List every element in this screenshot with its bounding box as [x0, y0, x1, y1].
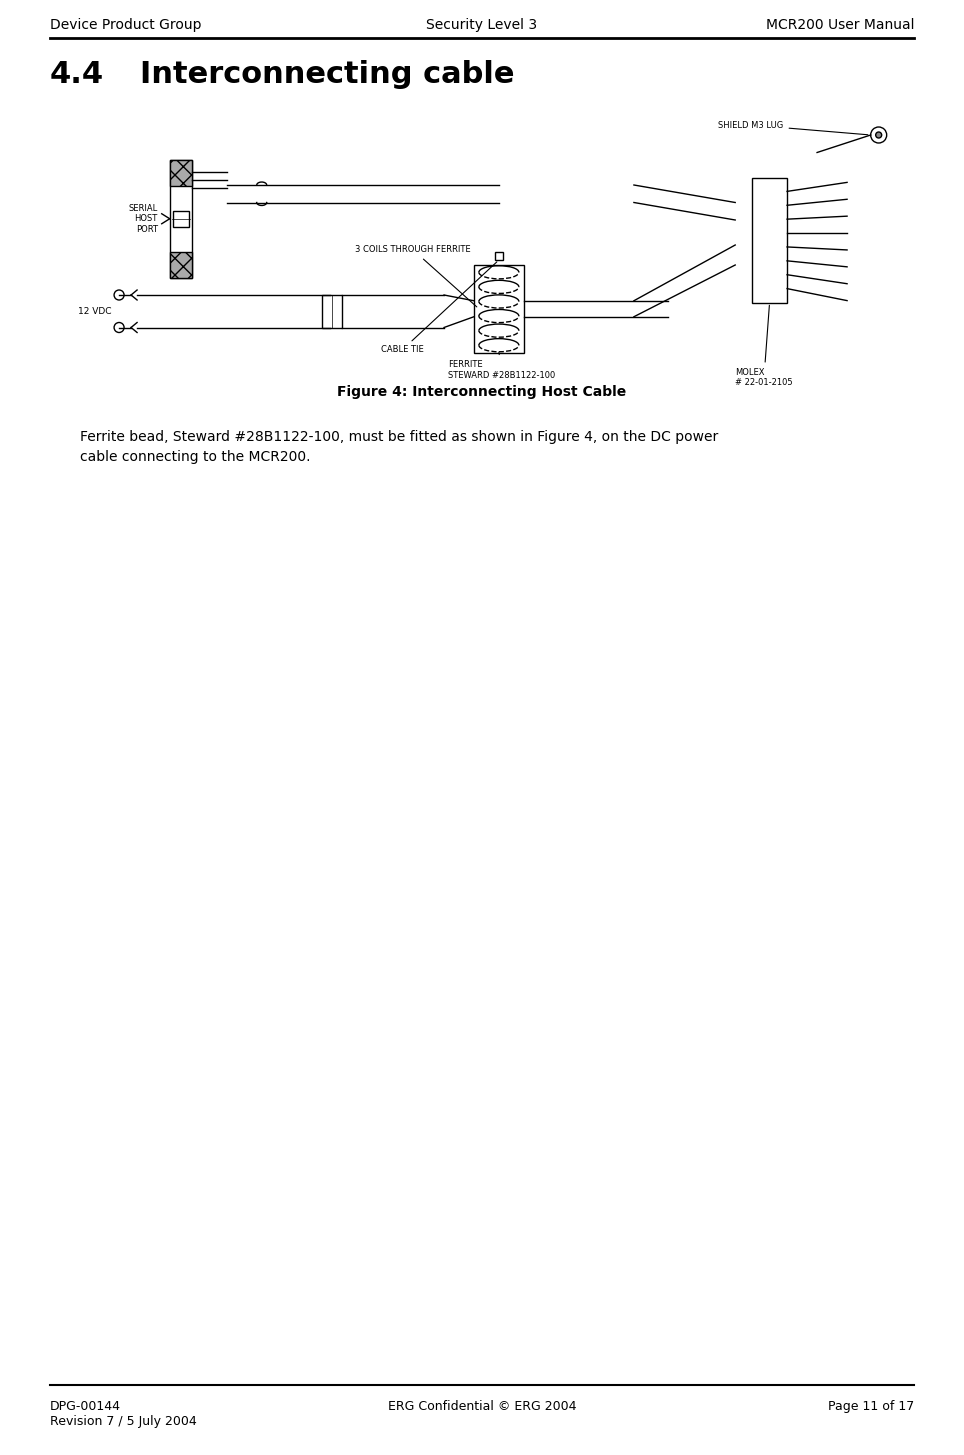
- Circle shape: [875, 132, 882, 138]
- Text: Ferrite bead, Steward #28B1122-100, must be fitted as shown in Figure 4, on the : Ferrite bead, Steward #28B1122-100, must…: [80, 431, 718, 464]
- Bar: [495, 252, 503, 260]
- Text: DPG-00144: DPG-00144: [50, 1400, 121, 1413]
- Text: Figure 4: Interconnecting Host Cable: Figure 4: Interconnecting Host Cable: [337, 386, 627, 399]
- Text: FERRITE
STEWARD #28B1122-100: FERRITE STEWARD #28B1122-100: [448, 352, 555, 380]
- Circle shape: [114, 290, 124, 300]
- Bar: [752, 178, 787, 303]
- Circle shape: [870, 127, 887, 143]
- Text: Revision 7 / 5 July 2004: Revision 7 / 5 July 2004: [50, 1416, 197, 1427]
- Text: Page 11 of 17: Page 11 of 17: [828, 1400, 914, 1413]
- Circle shape: [114, 323, 124, 333]
- Text: ERG Confidential © ERG 2004: ERG Confidential © ERG 2004: [388, 1400, 576, 1413]
- Bar: [170, 160, 192, 186]
- Text: 3 COILS THROUGH FERRITE: 3 COILS THROUGH FERRITE: [356, 246, 477, 307]
- Text: SHIELD M3 LUG: SHIELD M3 LUG: [718, 121, 868, 135]
- Bar: [170, 252, 192, 278]
- Text: MOLEX
# 22-01-2105: MOLEX # 22-01-2105: [736, 306, 792, 387]
- Text: MCR200 User Manual: MCR200 User Manual: [765, 17, 914, 32]
- Text: Device Product Group: Device Product Group: [50, 17, 201, 32]
- Text: Security Level 3: Security Level 3: [426, 17, 538, 32]
- Text: Interconnecting cable: Interconnecting cable: [140, 60, 515, 89]
- Bar: [474, 265, 523, 352]
- Text: 4.4: 4.4: [50, 60, 104, 89]
- Text: CABLE TIE: CABLE TIE: [381, 262, 496, 355]
- Text: 12 VDC: 12 VDC: [77, 307, 111, 316]
- Bar: [173, 211, 189, 227]
- Text: SERIAL
HOST
PORT: SERIAL HOST PORT: [128, 204, 158, 234]
- Bar: [322, 295, 341, 327]
- Bar: [170, 160, 192, 278]
